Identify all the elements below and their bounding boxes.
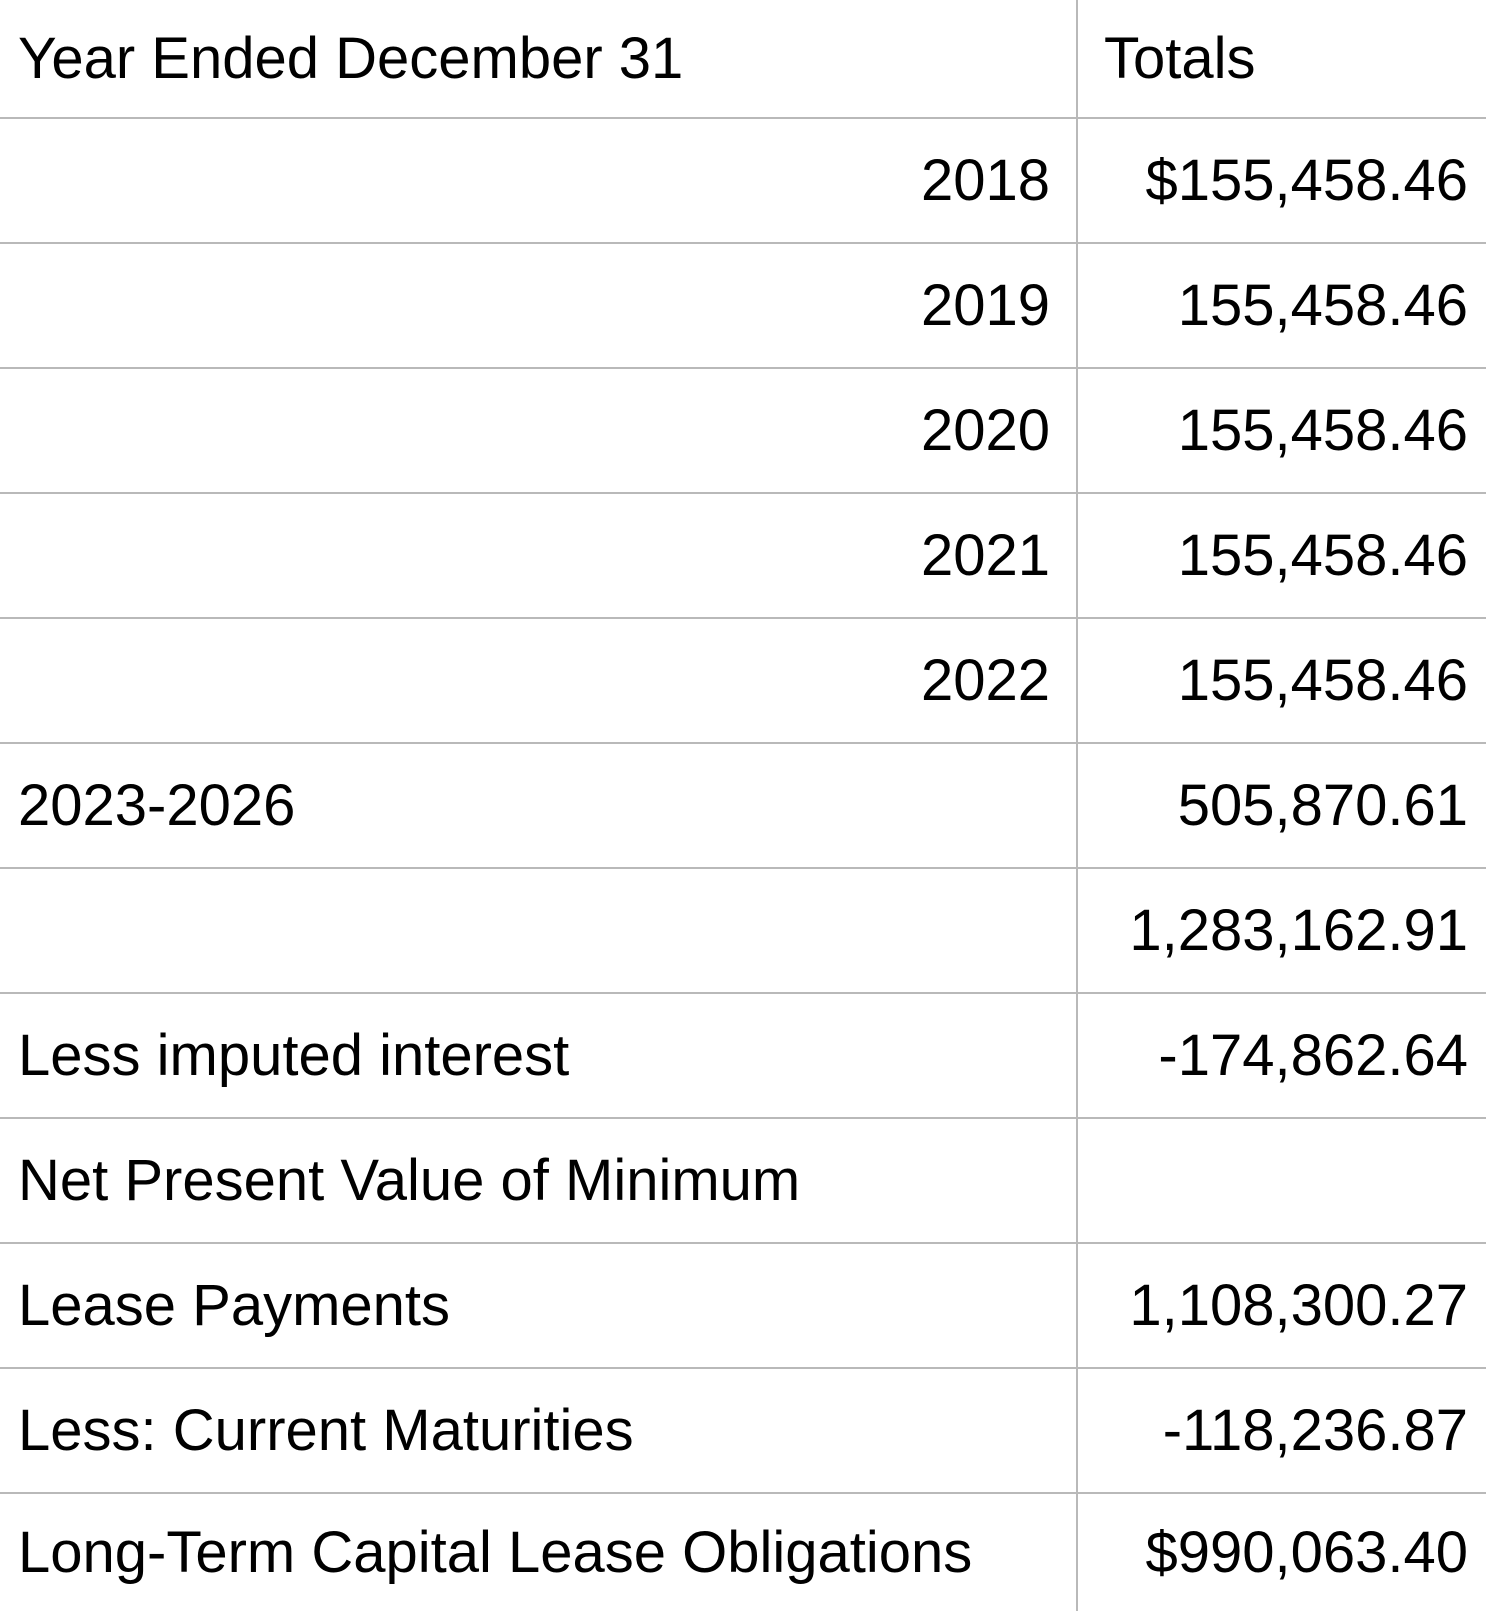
- table-row-subtotal: 1,283,162.91: [0, 868, 1486, 994]
- table-row: Less: Current Maturities -118,236.87: [0, 1368, 1486, 1494]
- row-value: 155,458.46: [1077, 368, 1486, 494]
- row-label: Lease Payments: [0, 1243, 1078, 1369]
- row-label: Long-Term Capital Lease Obligations: [0, 1493, 1078, 1611]
- row-label: Less imputed interest: [0, 993, 1078, 1119]
- row-value: -118,236.87: [1077, 1368, 1486, 1494]
- table-header-row: Year Ended December 31 Totals: [0, 0, 1486, 119]
- row-value: 1,283,162.91: [1077, 868, 1486, 994]
- table-row: Less imputed interest -174,862.64: [0, 993, 1486, 1119]
- row-label: 2021: [0, 493, 1078, 619]
- row-value: 505,870.61: [1077, 743, 1486, 869]
- table-row: Net Present Value of Minimum: [0, 1118, 1486, 1244]
- row-label: 2019: [0, 243, 1078, 369]
- table-row: 2020 155,458.46: [0, 368, 1486, 494]
- row-value: -174,862.64: [1077, 993, 1486, 1119]
- row-label: 2018: [0, 118, 1078, 244]
- row-value: 155,458.46: [1077, 618, 1486, 744]
- row-value: 1,108,300.27: [1077, 1243, 1486, 1369]
- row-label: 2022: [0, 618, 1078, 744]
- table-row: 2021 155,458.46: [0, 493, 1486, 619]
- row-label: Net Present Value of Minimum: [0, 1118, 1078, 1244]
- table-row: 2018 $155,458.46: [0, 118, 1486, 244]
- row-label: [0, 868, 1078, 994]
- row-value: $155,458.46: [1077, 118, 1486, 244]
- row-label: 2020: [0, 368, 1078, 494]
- table-row: 2023-2026 505,870.61: [0, 743, 1486, 869]
- header-totals: Totals: [1077, 0, 1486, 119]
- table-row: Lease Payments 1,108,300.27: [0, 1243, 1486, 1369]
- row-value: 155,458.46: [1077, 243, 1486, 369]
- row-value: $990,063.40: [1145, 1519, 1468, 1585]
- row-value: [1077, 1118, 1486, 1244]
- row-value: 155,458.46: [1077, 493, 1486, 619]
- header-year-ended: Year Ended December 31: [0, 0, 1078, 119]
- row-label: Less: Current Maturities: [0, 1368, 1078, 1494]
- row-label: 2023-2026: [0, 743, 1078, 869]
- table-row-total: Long-Term Capital Lease Obligations $990…: [0, 1493, 1486, 1611]
- table-row: 2019 155,458.46: [0, 243, 1486, 369]
- table-row: 2022 155,458.46: [0, 618, 1486, 744]
